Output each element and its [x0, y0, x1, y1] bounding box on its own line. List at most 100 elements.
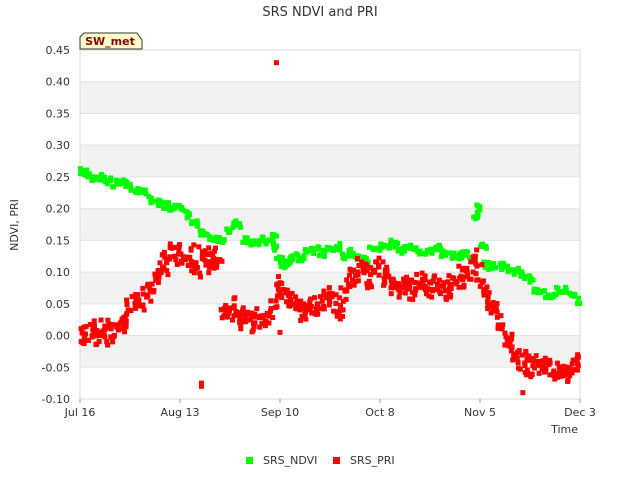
- data-point: [221, 237, 227, 243]
- data-point: [366, 278, 372, 284]
- data-point: [482, 261, 488, 267]
- site-badge-label: SW_met: [85, 35, 135, 48]
- data-point: [302, 247, 308, 253]
- data-point: [91, 318, 97, 324]
- data-point: [513, 352, 519, 358]
- data-point: [277, 280, 283, 286]
- data-point: [133, 292, 139, 298]
- data-point: [125, 307, 131, 313]
- data-point: [318, 306, 324, 312]
- data-point: [290, 301, 296, 307]
- data-point: [214, 261, 220, 267]
- data-point: [107, 177, 113, 183]
- data-point: [412, 292, 418, 298]
- data-point: [128, 187, 134, 193]
- data-point: [96, 339, 102, 345]
- data-point: [115, 326, 121, 332]
- data-point: [556, 289, 562, 295]
- data-point: [315, 311, 321, 317]
- data-point: [420, 278, 426, 284]
- y-tick-label: 0.15: [46, 234, 71, 247]
- data-point: [182, 254, 188, 260]
- data-point: [427, 287, 433, 293]
- data-point: [102, 174, 108, 180]
- data-point: [432, 287, 438, 293]
- data-point: [441, 283, 447, 289]
- y-tick-label: 0.05: [46, 298, 71, 311]
- data-point: [565, 377, 571, 383]
- data-point: [456, 284, 462, 290]
- data-point: [297, 307, 303, 313]
- data-point: [515, 265, 521, 271]
- data-point: [326, 285, 332, 291]
- data-point: [217, 235, 223, 241]
- data-point: [336, 295, 342, 301]
- data-point: [388, 278, 394, 284]
- data-point: [474, 202, 480, 208]
- data-points: [77, 60, 583, 396]
- data-point: [575, 295, 581, 301]
- data-point: [238, 326, 244, 332]
- data-point: [527, 273, 533, 279]
- data-point: [550, 372, 556, 378]
- data-point: [318, 252, 324, 258]
- data-point: [276, 274, 282, 280]
- data-point: [413, 245, 419, 251]
- data-point: [281, 287, 287, 293]
- data-point: [506, 336, 512, 342]
- data-point: [431, 274, 437, 280]
- data-point: [567, 291, 573, 297]
- data-point: [475, 212, 481, 218]
- data-point: [395, 248, 401, 254]
- data-point: [94, 341, 100, 347]
- data-point: [340, 255, 346, 261]
- data-point: [274, 304, 280, 310]
- data-point: [248, 242, 254, 248]
- data-point: [185, 263, 191, 269]
- data-point: [82, 336, 88, 342]
- data-point: [301, 253, 307, 259]
- data-point: [560, 367, 566, 373]
- data-point: [86, 171, 92, 177]
- data-point: [474, 209, 480, 215]
- y-tick-label: 0.30: [46, 139, 71, 152]
- data-point: [207, 263, 213, 269]
- data-point: [242, 235, 248, 241]
- data-point: [311, 250, 317, 256]
- data-point: [567, 373, 573, 379]
- data-point: [515, 360, 521, 366]
- data-point: [145, 281, 151, 287]
- data-point: [159, 252, 165, 258]
- data-point: [417, 282, 423, 288]
- data-point: [106, 321, 112, 327]
- data-point: [442, 252, 448, 258]
- data-point: [401, 281, 407, 287]
- data-point: [447, 281, 453, 287]
- data-point: [160, 264, 166, 270]
- data-point: [301, 301, 307, 307]
- data-point: [347, 272, 353, 278]
- data-point: [110, 184, 116, 190]
- data-point: [435, 284, 441, 290]
- data-point: [351, 282, 357, 288]
- data-point: [284, 287, 290, 293]
- data-point: [355, 278, 361, 284]
- data-point: [285, 292, 291, 298]
- data-point: [460, 277, 466, 283]
- y-axis-label: NDVI, PRI: [8, 199, 21, 251]
- data-point: [94, 174, 100, 180]
- data-point: [133, 294, 139, 300]
- data-point-outlier: [198, 380, 204, 386]
- data-point: [114, 177, 120, 183]
- data-point: [334, 313, 340, 319]
- data-point: [522, 360, 528, 366]
- data-point: [488, 265, 494, 271]
- y-tick-label: 0.00: [46, 330, 71, 343]
- data-point: [317, 294, 323, 300]
- data-point: [188, 247, 194, 253]
- data-point: [422, 273, 428, 279]
- data-point: [224, 309, 230, 315]
- data-point: [533, 353, 539, 359]
- data-point: [493, 306, 499, 312]
- data-point: [574, 301, 580, 307]
